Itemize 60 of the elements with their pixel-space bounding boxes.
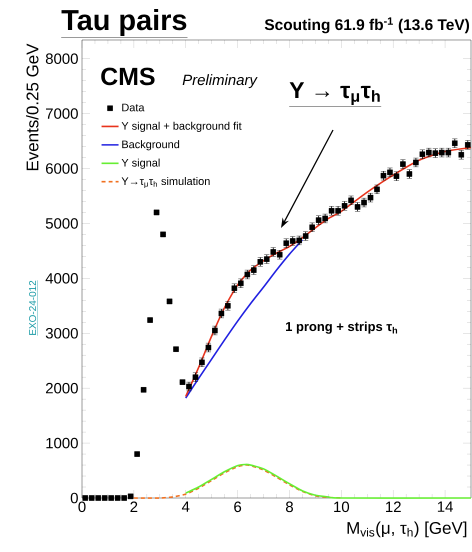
y-tick-label: 0	[70, 492, 78, 504]
x-tick-label: 8	[286, 502, 293, 512]
point	[361, 200, 367, 206]
y-axis-title: Events/0.25 GeV	[26, 44, 38, 170]
y-tick-label: 6000	[46, 163, 78, 174]
point	[173, 346, 179, 352]
x-tick-label: 4	[182, 502, 190, 512]
y-tick-label: 2000	[46, 382, 78, 394]
point	[387, 170, 393, 176]
point	[199, 360, 205, 366]
text: EXO-24-012	[29, 280, 36, 335]
point	[206, 344, 212, 350]
point	[114, 495, 120, 501]
point	[342, 203, 348, 209]
y-tick-label: 5000	[46, 218, 78, 229]
point	[354, 204, 360, 210]
x-tick-label: 12	[386, 502, 401, 512]
point	[283, 240, 290, 246]
point	[154, 210, 160, 216]
y-tick-label: 4000	[46, 273, 78, 284]
chart-subtitle: Scouting 61.9 fb$^{-1}$ (13.6 TeV)	[264, 17, 470, 34]
legend-label: Data	[122, 104, 144, 112]
legend-label: Υ signal + background fit	[122, 122, 242, 132]
point	[102, 495, 108, 501]
point	[348, 198, 354, 204]
line-series	[184, 464, 472, 499]
point	[276, 252, 283, 258]
x-tick-label: 10	[334, 502, 350, 512]
x-tick-label: 0	[78, 502, 86, 512]
point	[121, 495, 127, 501]
annotation: CMS	[101, 68, 155, 86]
legend-label: Υ signal	[122, 158, 160, 169]
point	[394, 173, 400, 179]
point	[160, 232, 166, 238]
annotation: Υ → τ$_{μ}$τ$_{h}$	[290, 82, 380, 105]
point	[108, 495, 114, 501]
point	[380, 172, 386, 178]
x-tick-label: 2	[130, 502, 138, 512]
point	[212, 328, 218, 334]
y-tick-label: 8000	[46, 53, 78, 64]
y-tick-label: 1000	[46, 438, 78, 448]
x-axis-title: M$_{vis}$(μ, τ$_{h}$) [GeV]	[348, 522, 466, 538]
legend-label: Background	[122, 140, 180, 150]
x-tick-label: 14	[438, 502, 453, 512]
point	[147, 317, 153, 323]
point	[134, 451, 140, 457]
point	[232, 285, 238, 292]
annotation: 1 prong + strips τ$_{h}$	[286, 322, 398, 334]
point	[82, 495, 88, 501]
point	[128, 494, 134, 500]
point	[95, 495, 102, 501]
annotation: Preliminary	[182, 74, 258, 88]
y-tick-label: 7000	[46, 108, 78, 119]
point	[88, 495, 95, 501]
y-tick-label: 3000	[46, 328, 78, 339]
chart-title: Tau pairs	[62, 9, 186, 36]
point	[166, 298, 172, 304]
x-tick-label: 6	[234, 502, 242, 512]
point	[140, 387, 146, 393]
legend-label: Υ→τ$_{μ}$τ$_{h}$ simulation	[122, 177, 210, 188]
